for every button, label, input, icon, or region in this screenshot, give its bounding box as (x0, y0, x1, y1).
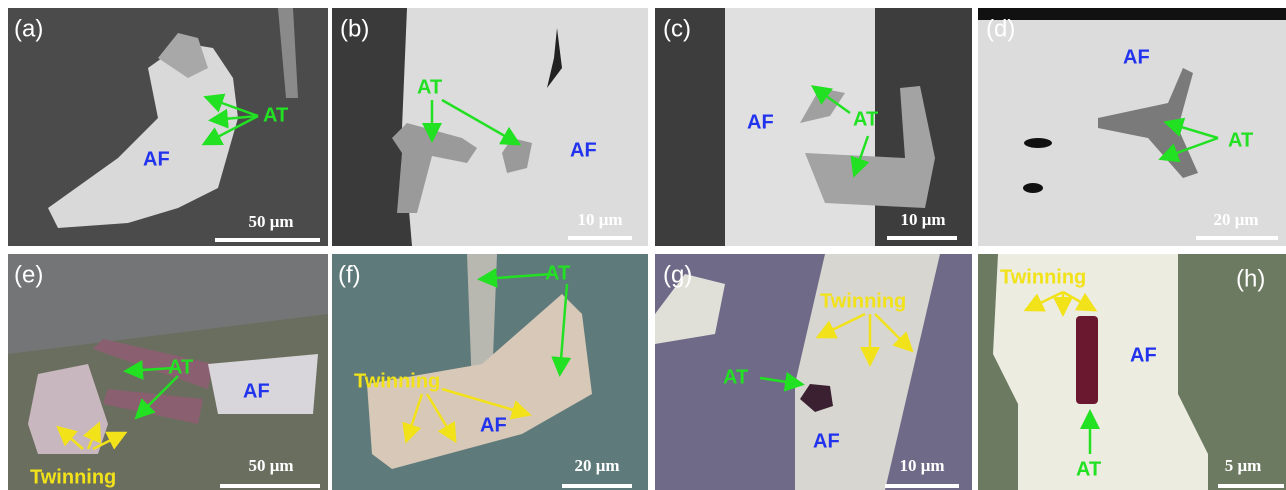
annotation: AF (813, 430, 840, 452)
annotation: AF (143, 148, 170, 170)
panel-d: AF AT (d) 20 μm (978, 8, 1286, 246)
panel-label: (a) (14, 15, 43, 42)
panel-g: Twinning AT AF (g) 10 μm (655, 254, 972, 490)
scale-label: 5 μm (1225, 456, 1262, 475)
annotation: AT (545, 262, 570, 284)
annotation: AF (1123, 46, 1150, 68)
annotation: AT (853, 108, 878, 130)
annotation: AT (168, 356, 193, 378)
annotation: Twinning (354, 370, 440, 392)
figure: AT AF (a) 50 μm AT AF (b) 10 μm AF AT (c… (0, 0, 1286, 490)
scale-label: 10 μm (899, 456, 944, 475)
annotation: Twinning (30, 466, 116, 488)
scale-label: 50 μm (248, 212, 293, 231)
panel-label: (h) (1236, 265, 1265, 292)
panel-a: AT AF (a) 50 μm (8, 8, 328, 246)
annotation: AT (263, 104, 288, 126)
annotation: AT (417, 76, 442, 98)
scale-label: 20 μm (574, 456, 619, 475)
scale-label: 10 μm (577, 210, 622, 229)
annotation: AT (1076, 458, 1101, 480)
annotation: AF (747, 111, 774, 133)
panel-label: (e) (14, 261, 43, 288)
annotation: Twinning (1000, 266, 1086, 288)
annotation: Twinning (820, 290, 906, 312)
panel-e: AT AF Twinning (e) 50 μm (8, 254, 328, 490)
panel-label: (d) (986, 15, 1015, 42)
panel-b: AT AF (b) 10 μm (332, 8, 648, 246)
scale-label: 50 μm (248, 456, 293, 475)
panel-label: (b) (340, 15, 369, 42)
scale-label: 20 μm (1213, 210, 1258, 229)
annotation: AT (1228, 129, 1253, 151)
panel-h: Twinning AF AT (h) 5 μm (978, 254, 1286, 490)
panel-label: (c) (663, 15, 691, 42)
panel-f: AT Twinning AF (f) 20 μm (332, 254, 648, 490)
panel-label: (g) (663, 261, 692, 288)
annotation: AF (480, 414, 507, 436)
annotation: AT (723, 366, 748, 388)
scale-label: 10 μm (900, 210, 945, 229)
annotation: AF (243, 380, 270, 402)
annotation: AF (1130, 344, 1157, 366)
panel-c: AF AT (c) 10 μm (655, 8, 972, 246)
panel-label: (f) (338, 261, 361, 288)
annotation: AF (570, 139, 597, 161)
